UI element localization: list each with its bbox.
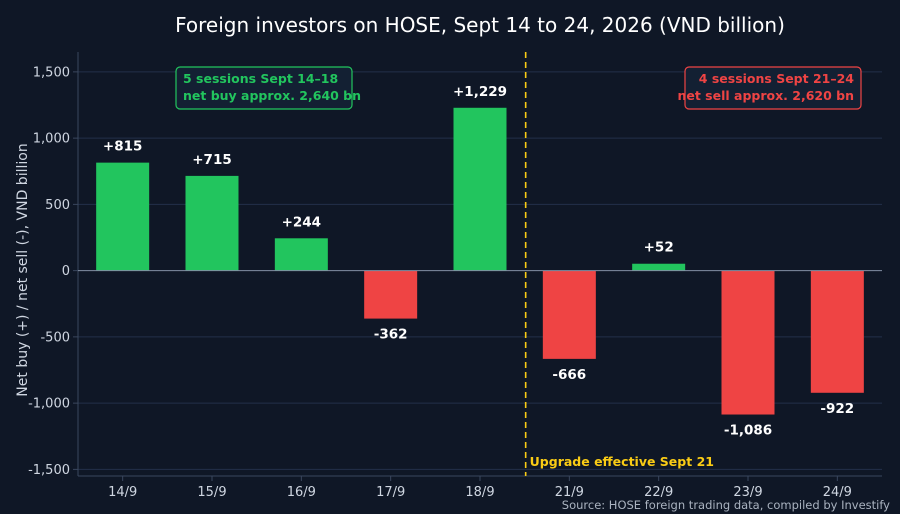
x-tick-label: 18/9 xyxy=(465,485,494,500)
data-label: +52 xyxy=(644,240,674,256)
bar xyxy=(364,270,418,319)
bar xyxy=(632,263,686,271)
bar xyxy=(721,270,775,415)
upgrade-label: Upgrade effective Sept 21 xyxy=(530,454,714,469)
y-tick-label: -1,000 xyxy=(28,397,70,412)
data-label: +244 xyxy=(282,214,322,230)
data-label: -362 xyxy=(374,327,408,343)
data-label: -666 xyxy=(552,367,586,383)
x-tick-label: 14/9 xyxy=(108,485,137,500)
annotation-box xyxy=(175,66,353,110)
bar xyxy=(810,270,864,393)
x-tick-label: 17/9 xyxy=(376,485,405,500)
net-sell-annotation: 4 sessions Sept 21–24 net sell approx. 2,… xyxy=(677,66,862,110)
bar xyxy=(453,107,507,271)
x-tick-label: 21/9 xyxy=(555,485,584,500)
x-tick-label: 15/9 xyxy=(197,485,226,500)
annotation-line: 5 sessions Sept 14–18 xyxy=(183,71,338,86)
annotation-box xyxy=(684,66,862,110)
y-tick-label: -1,500 xyxy=(28,463,70,478)
y-tick-label: -500 xyxy=(40,330,70,345)
net-buy-annotation: 5 sessions Sept 14–18 net buy approx. 2,6… xyxy=(175,66,361,110)
annotation-line: net buy approx. 2,640 bn xyxy=(183,88,361,103)
bar xyxy=(185,175,239,271)
axes: -1,500 -1,000 -500 0 500 1,000 1,500 14/9 15/9 16… xyxy=(28,52,882,500)
x-tick-label: 24/9 xyxy=(823,485,852,500)
y-tick-label: 1,000 xyxy=(33,132,70,147)
y-tick-label: 1,500 xyxy=(33,65,70,80)
x-tick-label: 22/9 xyxy=(644,485,673,500)
annotations: 5 sessions Sept 14–18 net buy approx. 2,6… xyxy=(175,66,862,110)
data-labels: +815 +715 +244 -362 +1,229 -666 +52 -1,086 -922 xyxy=(103,84,854,439)
x-tick-label: 23/9 xyxy=(733,485,762,500)
bar xyxy=(542,270,596,359)
source-note: Source: HOSE foreign trading data, compi… xyxy=(562,498,890,512)
annotation-line: net sell approx. 2,620 bn xyxy=(677,88,854,103)
y-tick-label: 500 xyxy=(45,198,70,213)
data-label: -1,086 xyxy=(724,423,772,439)
data-label: -922 xyxy=(820,401,854,417)
y-tick-label: 0 xyxy=(62,264,70,279)
bar xyxy=(274,238,328,271)
data-label: +1,229 xyxy=(453,84,507,100)
y-axis-label: Net buy (+) / net sell (-), VND billion xyxy=(15,143,31,396)
annotation-line: 4 sessions Sept 21–24 xyxy=(699,71,855,86)
data-label: +815 xyxy=(103,139,143,155)
bars xyxy=(96,107,864,415)
x-tick-label: 16/9 xyxy=(287,485,316,500)
data-label: +715 xyxy=(192,152,232,168)
chart-title: Foreign investors on HOSE, Sept 14 to 24… xyxy=(175,13,785,37)
bar xyxy=(96,162,150,271)
